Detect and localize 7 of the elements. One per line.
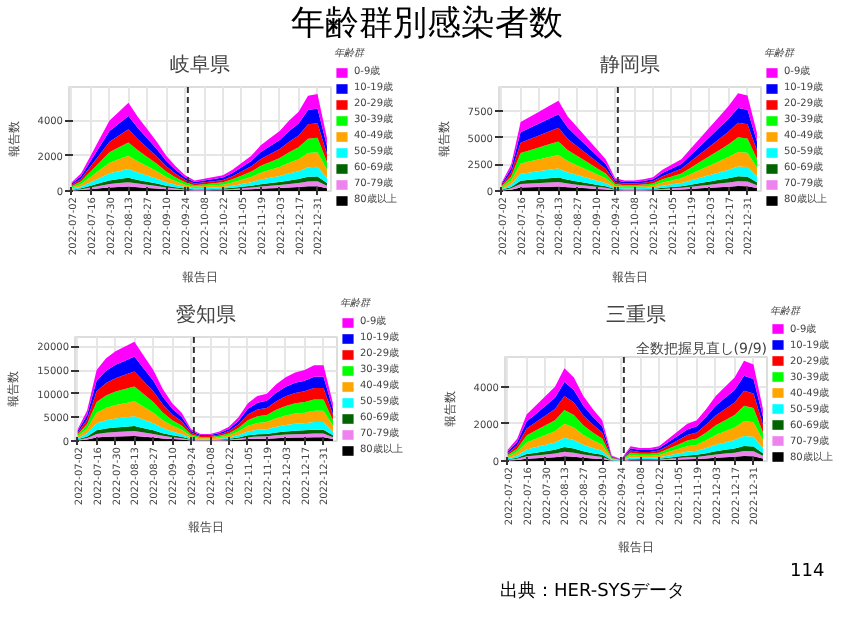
source-note: 出典：HER-SYSデータ <box>500 580 686 606</box>
chart-title: 静岡県 <box>600 53 660 77</box>
chart-title: 岐阜県 <box>170 53 230 77</box>
chart-title: 愛知県 <box>176 303 236 327</box>
text: 114 <box>790 560 825 586</box>
text: 年齢群別感染者数 <box>291 2 563 47</box>
chart-title: 三重県 <box>606 303 666 327</box>
